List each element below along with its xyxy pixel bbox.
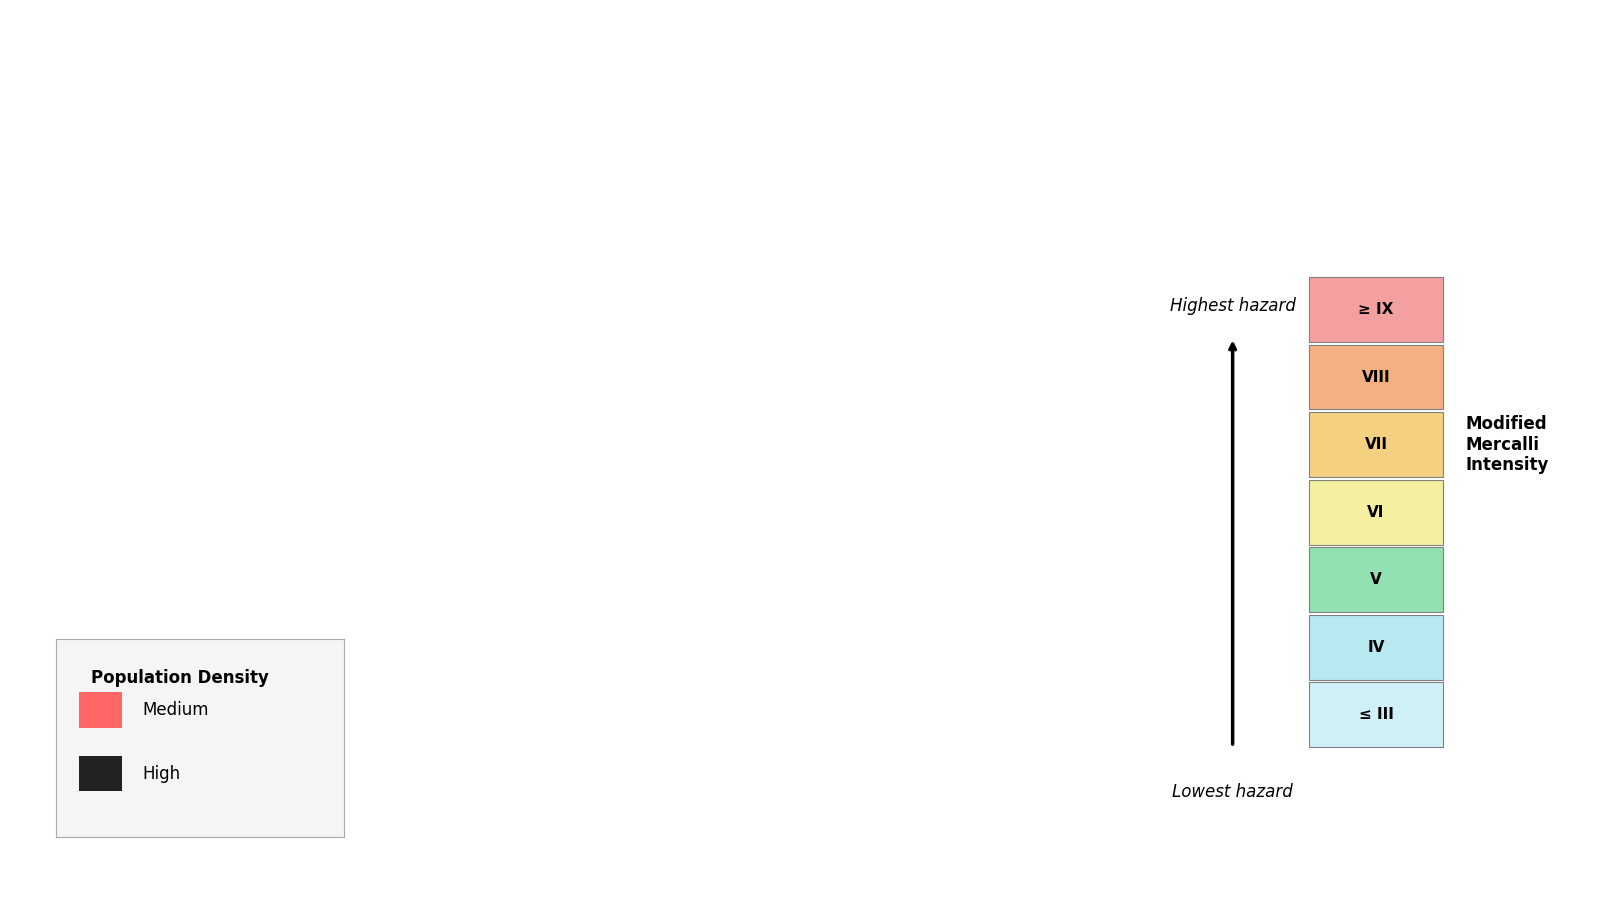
Text: VIII: VIII (1362, 370, 1390, 384)
Text: Medium: Medium (142, 701, 210, 719)
Bar (1309, 615, 1443, 680)
Text: ≥ IX: ≥ IX (1358, 302, 1394, 317)
Text: High: High (142, 765, 181, 783)
Bar (1309, 345, 1443, 410)
Text: IV: IV (1368, 640, 1384, 654)
Text: Population Density: Population Density (91, 669, 269, 687)
Bar (1309, 547, 1443, 612)
Bar (78, 692, 122, 728)
Text: VI: VI (1368, 505, 1384, 519)
Text: V: V (1370, 572, 1382, 587)
Bar (1309, 277, 1443, 342)
Text: Lowest hazard: Lowest hazard (1173, 783, 1293, 801)
Bar (1309, 480, 1443, 544)
Text: Highest hazard: Highest hazard (1170, 297, 1296, 315)
Text: VII: VII (1365, 437, 1387, 452)
Bar (78, 756, 122, 791)
Bar (1309, 412, 1443, 477)
Bar (1309, 682, 1443, 747)
Text: ≤ III: ≤ III (1358, 707, 1394, 722)
Text: Modified
Mercalli
Intensity: Modified Mercalli Intensity (1466, 415, 1549, 474)
